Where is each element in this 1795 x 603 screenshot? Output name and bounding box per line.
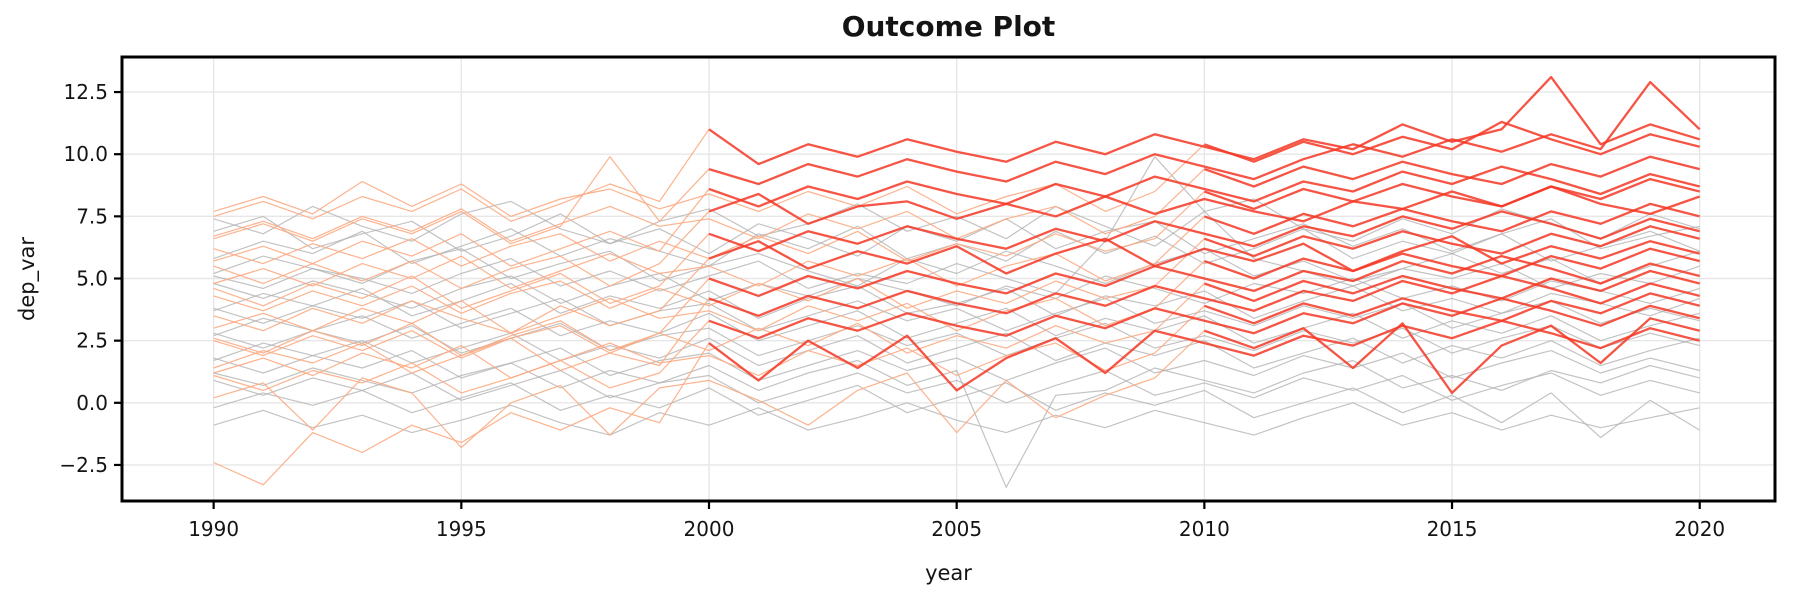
x-tick-label: 1995 [436,517,487,541]
series-line-control [213,359,1700,488]
series-line-pre-treatment [213,143,1205,217]
series-line-pre-treatment [213,156,710,245]
y-tick-label: 12.5 [63,80,108,104]
x-tick-label: 2020 [1674,517,1725,541]
series-line-pre-treatment [213,260,1205,334]
x-tick-label: 2000 [684,517,735,541]
series-line-pre-treatment [213,320,710,394]
series-line-post-treatment [708,165,1700,208]
series-line-pre-treatment [213,305,1205,379]
series-line-post-treatment [1204,202,1700,235]
x-tick-label: 2010 [1179,517,1230,541]
series-line-control [213,297,1700,332]
series-line-pre-treatment [213,128,710,222]
series-line-control [213,322,1700,357]
series-line-pre-treatment [213,298,710,374]
x-tick-label: 1990 [188,517,239,541]
series-line-control [213,307,1700,344]
x-tick-label: 2005 [931,517,982,541]
series-line-control [213,402,1700,436]
series-line-control [213,347,1700,381]
y-tick-label: 10.0 [63,142,108,166]
series-line-post-treatment [1204,317,1700,395]
series-line-post-treatment [1204,292,1700,325]
x-axis-label: year [925,561,972,585]
chart-title: Outcome Plot [842,10,1056,43]
y-tick-label: −2.5 [59,453,108,477]
series-line-pre-treatment [213,215,1205,289]
series-line-pre-treatment [213,188,710,267]
series-line-post-treatment [1204,120,1700,163]
series-line-post-treatment [708,319,1700,392]
series-line-pre-treatment [213,238,1205,314]
y-tick-label: 0.0 [76,391,108,415]
series-line-post-treatment [708,210,1700,253]
x-tick-label: 2015 [1427,517,1478,541]
y-tick-label: 7.5 [76,204,108,228]
series-line-post-treatment [708,80,1701,186]
series-line-post-treatment [708,75,1701,166]
series-line-pre-treatment [213,342,710,486]
series-line-post-treatment [708,235,1700,275]
series-line-post-treatment [1204,247,1700,280]
series-line-pre-treatment [213,210,710,289]
series-line-control [213,332,1700,369]
series-line-pre-treatment [213,258,710,334]
series-line-pre-treatment [213,168,1205,242]
series-line-pre-treatment [213,330,1205,449]
series-line-pre-treatment [213,283,1205,359]
series-line-control [213,156,1700,294]
series-line-control [213,382,1701,439]
series-line-post-treatment [1204,155,1700,188]
series-line-control [213,248,1700,287]
y-axis-label: dep_var [15,237,40,321]
series-line-post-treatment [1204,225,1700,258]
series-line-post-treatment [708,254,1700,298]
series-line-post-treatment [1204,177,1700,211]
y-tick-label: 5.0 [76,267,108,291]
series-line-pre-treatment [213,233,710,309]
series-line-post-treatment [1204,269,1700,303]
y-tick-label: 2.5 [76,329,108,353]
series-line-control [213,369,1700,404]
series-line-control [213,198,1700,247]
series-line-control [213,213,1700,257]
